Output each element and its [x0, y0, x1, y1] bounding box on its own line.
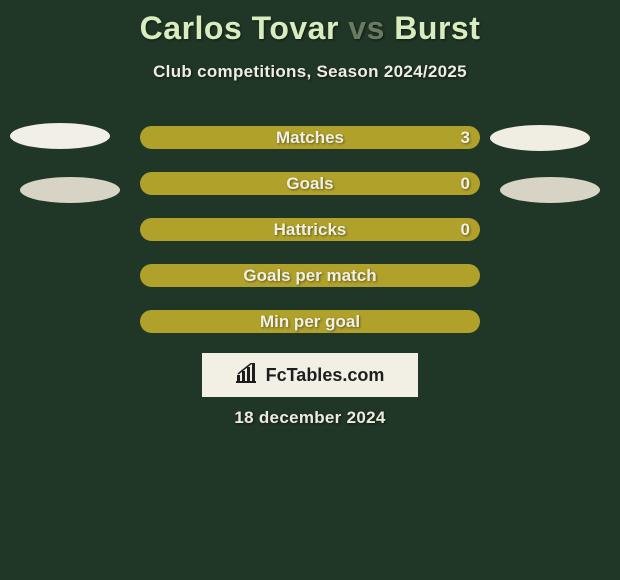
decorative-ellipse	[10, 123, 110, 149]
brand-badge: FcTables.com	[202, 353, 418, 397]
decorative-ellipse	[490, 125, 590, 151]
stat-bar-label: Goals	[140, 172, 480, 195]
comparison-infographic: Carlos Tovar vs Burst Club competitions,…	[0, 0, 620, 580]
stat-bar: Matches3	[140, 126, 480, 149]
subtitle: Club competitions, Season 2024/2025	[0, 62, 620, 82]
player-b-name: Burst	[394, 10, 480, 46]
stat-bar-value: 0	[461, 172, 470, 195]
decorative-ellipse	[20, 177, 120, 203]
stat-bar-value: 3	[461, 126, 470, 149]
stat-bar: Hattricks0	[140, 218, 480, 241]
stat-bar-label: Goals per match	[140, 264, 480, 287]
page-title: Carlos Tovar vs Burst	[0, 10, 620, 47]
generated-date: 18 december 2024	[0, 408, 620, 428]
stat-bar-value: 0	[461, 218, 470, 241]
stat-bar: Min per goal	[140, 310, 480, 333]
stat-bar: Goals0	[140, 172, 480, 195]
stat-bar-label: Min per goal	[140, 310, 480, 333]
stat-bar: Goals per match	[140, 264, 480, 287]
vs-separator: vs	[348, 10, 394, 46]
stat-bar-label: Matches	[140, 126, 480, 149]
player-a-name: Carlos Tovar	[140, 10, 349, 46]
stat-bar-label: Hattricks	[140, 218, 480, 241]
brand-text: FcTables.com	[266, 365, 385, 386]
brand-chart-icon	[236, 363, 260, 388]
decorative-ellipse	[500, 177, 600, 203]
